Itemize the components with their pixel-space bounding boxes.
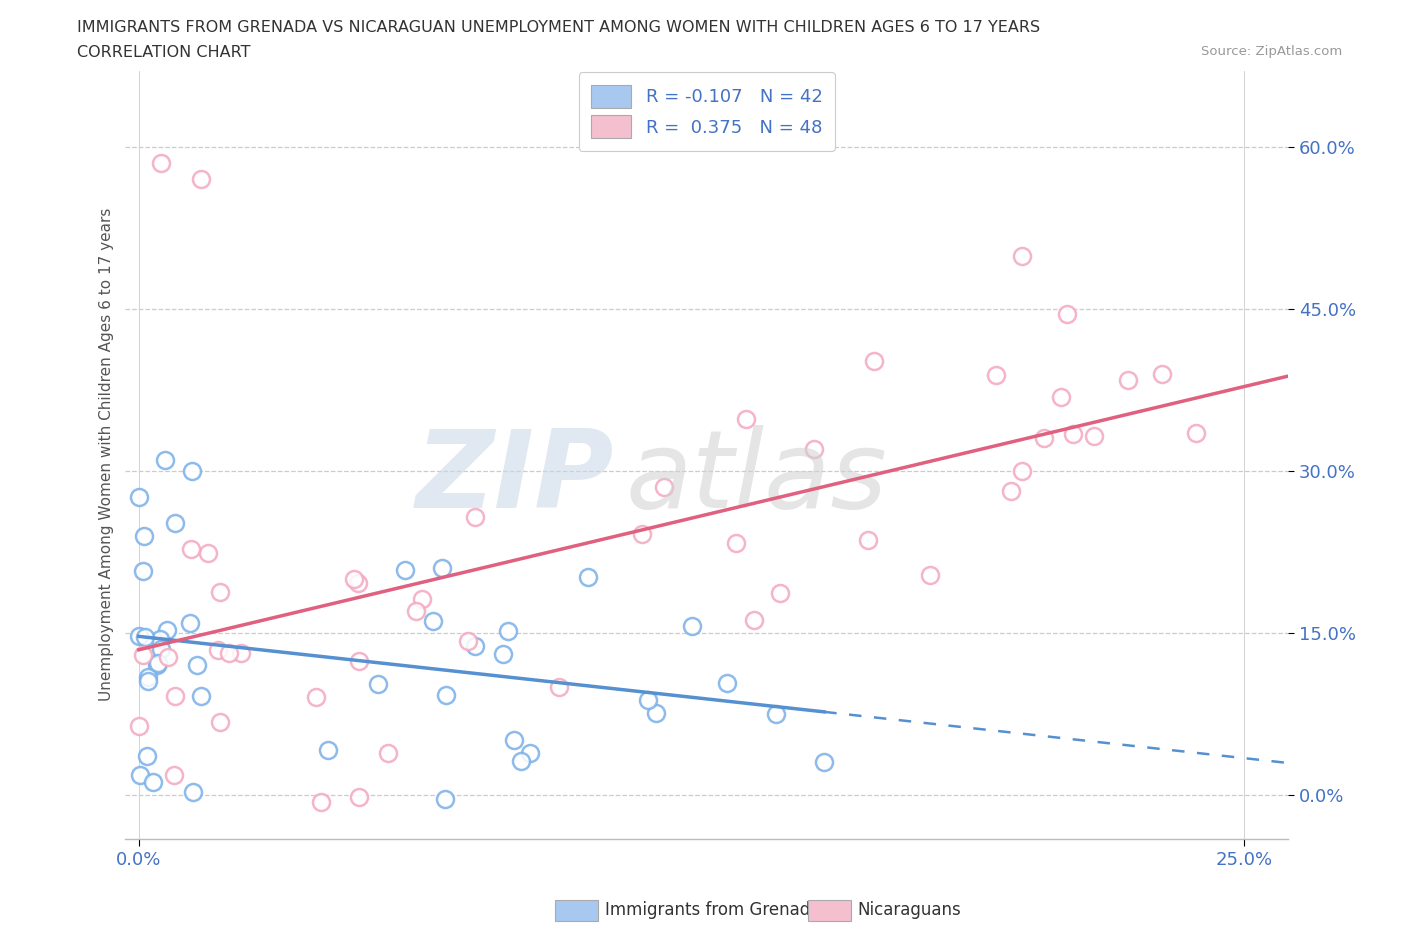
Text: Nicaraguans: Nicaraguans (858, 900, 962, 919)
Y-axis label: Unemployment Among Women with Children Ages 6 to 17 years: Unemployment Among Women with Children A… (100, 208, 114, 701)
Point (405, 604, 427, 618)
Point (681, 618, 703, 633)
Point (128, 718, 150, 733)
Point (208, 585, 231, 600)
Point (803, 442, 825, 457)
Point (132, 647, 155, 662)
Point (197, 545, 219, 560)
Point (547, 680, 569, 695)
Point (1050, 390, 1073, 405)
Point (305, 689, 328, 704)
Point (1150, 366, 1173, 381)
Point (394, 563, 416, 578)
Point (208, 714, 231, 729)
Point (186, 658, 208, 672)
Point (149, 155, 172, 170)
Point (1032, 431, 1054, 445)
Point (716, 676, 738, 691)
Point (430, 561, 453, 576)
Point (132, 564, 155, 578)
Text: ZIP: ZIP (416, 425, 614, 531)
Point (163, 688, 186, 703)
Point (138, 674, 160, 689)
Point (1011, 249, 1033, 264)
Point (856, 532, 879, 547)
Point (765, 706, 787, 721)
Point (134, 630, 156, 644)
Point (134, 528, 156, 543)
Point (207, 643, 229, 658)
Point (163, 768, 186, 783)
Point (179, 616, 201, 631)
Point (136, 670, 159, 684)
Point (464, 639, 486, 654)
Point (149, 642, 172, 657)
Point (434, 687, 457, 702)
Point (377, 745, 399, 760)
Point (128, 489, 150, 504)
Point (1083, 429, 1105, 444)
Point (229, 645, 252, 660)
Point (984, 367, 1007, 382)
Point (496, 624, 519, 639)
Point (725, 536, 748, 551)
Point (163, 515, 186, 530)
Point (576, 569, 599, 584)
Point (145, 658, 167, 672)
Point (1116, 372, 1139, 387)
Point (637, 692, 659, 707)
Point (769, 585, 792, 600)
Point (630, 526, 652, 541)
Point (1185, 425, 1208, 440)
Point (457, 633, 479, 648)
Point (652, 480, 675, 495)
Point (128, 629, 150, 644)
Point (149, 632, 172, 647)
Point (492, 646, 515, 661)
Point (156, 622, 179, 637)
Point (863, 354, 886, 369)
Point (645, 706, 668, 721)
Point (190, 171, 212, 186)
Point (309, 794, 332, 809)
Point (422, 614, 444, 629)
Point (181, 785, 204, 800)
Point (1011, 463, 1033, 478)
Point (1062, 427, 1084, 442)
Point (464, 510, 486, 525)
Point (411, 591, 433, 606)
Point (142, 775, 165, 790)
Point (347, 790, 370, 804)
Point (180, 463, 202, 478)
Point (155, 453, 177, 468)
Text: CORRELATION CHART: CORRELATION CHART (77, 45, 250, 60)
Point (519, 745, 541, 760)
Point (346, 576, 368, 591)
Point (367, 677, 389, 692)
Text: Immigrants from Grenada: Immigrants from Grenada (605, 900, 820, 919)
Point (148, 656, 170, 671)
Point (734, 411, 756, 426)
Point (920, 567, 942, 582)
Point (509, 753, 531, 768)
Text: Source: ZipAtlas.com: Source: ZipAtlas.com (1202, 45, 1343, 58)
Point (136, 749, 159, 764)
Point (813, 754, 835, 769)
Point (190, 688, 212, 703)
Point (433, 791, 456, 806)
Legend: R = -0.107   N = 42, R =  0.375   N = 48: R = -0.107 N = 42, R = 0.375 N = 48 (579, 73, 835, 151)
Point (218, 645, 240, 660)
Text: IMMIGRANTS FROM GRENADA VS NICARAGUAN UNEMPLOYMENT AMONG WOMEN WITH CHILDREN AGE: IMMIGRANTS FROM GRENADA VS NICARAGUAN UN… (77, 20, 1040, 35)
Point (502, 733, 524, 748)
Point (1000, 484, 1022, 498)
Point (343, 572, 366, 587)
Point (128, 767, 150, 782)
Text: atlas: atlas (626, 425, 887, 530)
Point (316, 743, 339, 758)
Point (180, 542, 202, 557)
Point (156, 650, 179, 665)
Point (1056, 307, 1078, 322)
Point (742, 613, 765, 628)
Point (347, 654, 370, 669)
